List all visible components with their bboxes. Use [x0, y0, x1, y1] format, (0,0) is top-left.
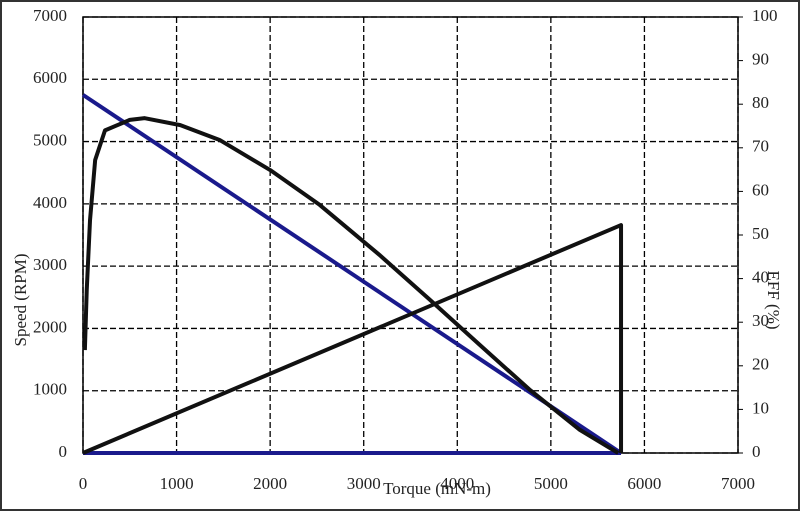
y-tick-label: 3000	[33, 255, 67, 274]
y-axis-label: Speed (RPM)	[11, 253, 30, 346]
y2-tick-label: 50	[752, 224, 769, 243]
x-tick-label: 6000	[627, 474, 661, 493]
x-tick-label: 7000	[721, 474, 755, 493]
y-tick-label: 7000	[33, 6, 67, 25]
y2-tick-label: 30	[752, 311, 769, 330]
y2-tick-label: 10	[752, 398, 769, 417]
plot-border	[82, 16, 739, 454]
y-tick-label: 2000	[33, 317, 67, 336]
y2-tick-label: 20	[752, 355, 769, 374]
x-axis-label: Torque (mN-m)	[383, 479, 491, 498]
x-tick-label: 2000	[253, 474, 287, 493]
y-tick-label: 6000	[33, 68, 67, 87]
y-tick-label: 1000	[33, 380, 67, 399]
y2-tick-label: 60	[752, 180, 769, 199]
y2-tick-label: 0	[752, 442, 761, 461]
x-tick-label: 3000	[347, 474, 381, 493]
y2-tick-label: 100	[752, 6, 778, 25]
y2-tick-label: 80	[752, 93, 769, 112]
x-tick-label: 0	[79, 474, 88, 493]
x-tick-label: 1000	[160, 474, 194, 493]
x-tick-label: 4000	[440, 474, 474, 493]
series-line	[82, 116, 620, 455]
y-tick-label: 0	[59, 442, 68, 461]
series-line	[82, 223, 624, 455]
y2-tick-label: 90	[752, 50, 769, 69]
y2-tick-label: 70	[752, 137, 769, 156]
x-tick-label: 5000	[534, 474, 568, 493]
y-tick-label: 5000	[33, 130, 67, 149]
y-tick-label: 4000	[33, 193, 67, 212]
y2-tick-label: 40	[752, 268, 769, 287]
y2-axis-label: EFF (%)	[764, 270, 783, 329]
